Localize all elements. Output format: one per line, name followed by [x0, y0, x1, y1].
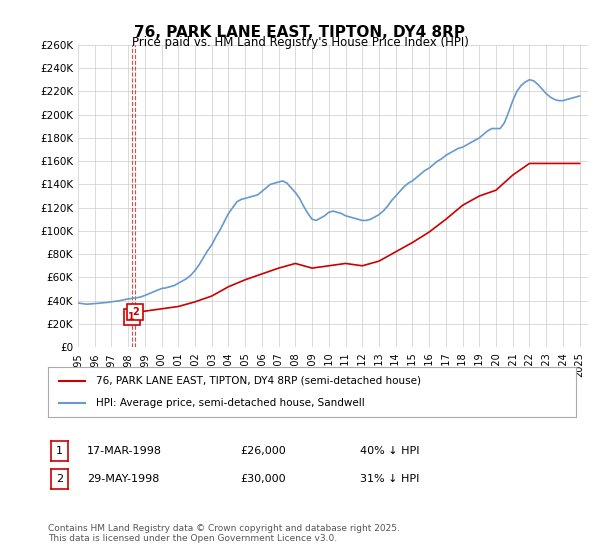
Text: £30,000: £30,000 [240, 474, 286, 484]
Text: HPI: Average price, semi-detached house, Sandwell: HPI: Average price, semi-detached house,… [95, 398, 364, 408]
Text: 2: 2 [56, 474, 63, 484]
Text: 1: 1 [56, 446, 63, 456]
Text: 40% ↓ HPI: 40% ↓ HPI [360, 446, 419, 456]
Text: 2: 2 [132, 307, 139, 318]
Text: 1: 1 [128, 312, 135, 322]
Text: 29-MAY-1998: 29-MAY-1998 [87, 474, 160, 484]
Text: 76, PARK LANE EAST, TIPTON, DY4 8RP: 76, PARK LANE EAST, TIPTON, DY4 8RP [134, 25, 466, 40]
Text: Contains HM Land Registry data © Crown copyright and database right 2025.
This d: Contains HM Land Registry data © Crown c… [48, 524, 400, 543]
Text: 17-MAR-1998: 17-MAR-1998 [87, 446, 162, 456]
Text: Price paid vs. HM Land Registry's House Price Index (HPI): Price paid vs. HM Land Registry's House … [131, 36, 469, 49]
Text: 76, PARK LANE EAST, TIPTON, DY4 8RP (semi-detached house): 76, PARK LANE EAST, TIPTON, DY4 8RP (sem… [95, 376, 421, 386]
Text: 31% ↓ HPI: 31% ↓ HPI [360, 474, 419, 484]
Text: £26,000: £26,000 [240, 446, 286, 456]
